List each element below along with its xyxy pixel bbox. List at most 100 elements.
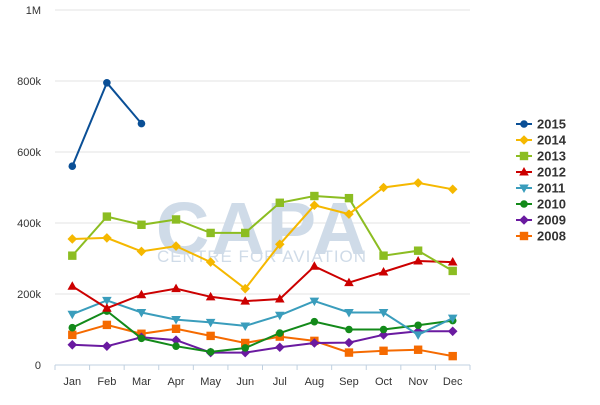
data-point-2015 <box>103 78 111 87</box>
data-point-2012 <box>447 257 458 266</box>
data-point-2012 <box>136 289 147 299</box>
data-point-2008 <box>241 338 250 348</box>
x-tick-label: Nov <box>408 376 428 388</box>
legend-item-2015[interactable]: 2015 <box>516 117 566 132</box>
legend-label: 2014 <box>537 133 567 148</box>
data-point-2014 <box>205 257 216 267</box>
legend-item-2009[interactable]: 2009 <box>516 213 566 228</box>
legend-label: 2012 <box>537 165 566 180</box>
data-point-2013 <box>241 228 250 238</box>
data-point-2014 <box>102 233 112 243</box>
axes: 0 200k 400k 600k 800k 1M Jan Feb Mar Apr May Jun Jul… <box>17 5 471 388</box>
watermark-subtitle: CENTRE FOR AVIATION <box>157 247 367 266</box>
legend-swatch-marker <box>520 200 528 208</box>
series-line-2013 <box>71 194 454 272</box>
gridlines <box>55 9 470 295</box>
data-point-2011 <box>136 308 147 318</box>
legend-swatch-marker <box>520 120 528 128</box>
data-point-2012 <box>102 303 112 312</box>
data-point-2014 <box>378 182 389 193</box>
series-line-2009 <box>72 330 453 354</box>
legend-item-2011[interactable]: 2011 <box>516 181 565 196</box>
data-point-2013 <box>413 246 423 255</box>
watermark: CAPA CENTRE FOR AVIATION <box>156 187 367 270</box>
x-tick-label: Apr <box>167 376 184 388</box>
x-tick-label: Dec <box>443 376 463 388</box>
data-point-2010 <box>414 321 422 330</box>
legend-label: 2009 <box>537 213 566 228</box>
y-tick-label: 200k <box>17 289 41 301</box>
data-point-2012 <box>274 293 285 303</box>
legend-item-2013[interactable]: 2013 <box>516 149 566 164</box>
legend-swatch-marker <box>519 151 529 161</box>
series-2015 <box>68 78 146 170</box>
legend-swatch-marker <box>519 215 529 225</box>
data-point-2009 <box>67 339 78 350</box>
legend-item-2008[interactable]: 2008 <box>516 229 566 244</box>
series-2011 <box>67 296 458 340</box>
data-point-2009 <box>274 342 285 353</box>
data-point-2009 <box>447 326 458 337</box>
data-point-2014 <box>171 241 181 251</box>
data-point-2011 <box>171 316 181 325</box>
data-point-2011 <box>378 308 389 318</box>
x-tick-label: Sep <box>339 376 359 388</box>
legend-swatch-marker <box>519 231 529 241</box>
data-point-2012 <box>344 277 354 287</box>
series-2009 <box>67 326 458 358</box>
x-tick-label: May <box>200 376 221 388</box>
legend-label: 2013 <box>537 149 566 164</box>
data-point-2009 <box>171 335 181 345</box>
data-point-2015 <box>137 119 146 128</box>
data-point-2008 <box>206 331 215 341</box>
series-group <box>67 78 458 361</box>
data-point-2010 <box>310 317 319 326</box>
data-point-2010 <box>345 325 353 334</box>
series-line-2011 <box>71 299 454 336</box>
data-point-2014 <box>136 246 147 257</box>
data-point-2010 <box>68 323 77 332</box>
data-point-2013 <box>310 191 319 201</box>
series-line-2012 <box>71 259 453 310</box>
x-tick-label: Feb <box>97 376 116 388</box>
legend-swatch-marker <box>519 167 529 176</box>
series-2012 <box>67 255 458 312</box>
data-point-2009 <box>102 341 112 351</box>
data-point-2010 <box>241 344 250 352</box>
data-point-2013 <box>275 198 284 207</box>
series-2010 <box>68 307 457 356</box>
series-line-2010 <box>71 309 453 353</box>
x-tick-label: Jun <box>236 376 254 388</box>
x-tick-label: Jul <box>273 376 287 388</box>
data-point-2010 <box>172 342 180 350</box>
data-point-2008 <box>448 351 457 361</box>
data-point-2014 <box>447 184 458 195</box>
legend-swatch-marker <box>519 135 529 145</box>
data-point-2013 <box>448 266 457 276</box>
data-point-2008 <box>379 346 388 355</box>
y-tick-label: 1M <box>26 5 41 17</box>
data-point-2009 <box>240 347 251 358</box>
data-point-2012 <box>205 291 216 301</box>
data-point-2009 <box>413 326 423 337</box>
x-tick-label: Oct <box>375 376 392 388</box>
data-point-2014 <box>67 234 78 244</box>
data-point-2011 <box>309 297 320 307</box>
legend-item-2012[interactable]: 2012 <box>516 165 566 180</box>
x-tick-label: Mar <box>132 376 151 388</box>
data-point-2011 <box>413 331 423 340</box>
data-point-2014 <box>240 283 251 294</box>
legend-label: 2008 <box>537 229 566 244</box>
data-point-2012 <box>171 283 181 293</box>
series-line-2015 <box>71 80 143 167</box>
legend-swatch-marker <box>519 184 529 193</box>
series-line-2014 <box>72 181 453 291</box>
data-point-2011 <box>274 311 285 321</box>
x-tick-label: Jan <box>63 376 81 388</box>
legend-item-2010[interactable]: 2010 <box>516 197 566 212</box>
data-point-2010 <box>137 334 146 343</box>
legend-item-2014[interactable]: 2014 <box>516 133 567 148</box>
data-point-2012 <box>413 255 423 265</box>
data-point-2014 <box>309 200 320 211</box>
